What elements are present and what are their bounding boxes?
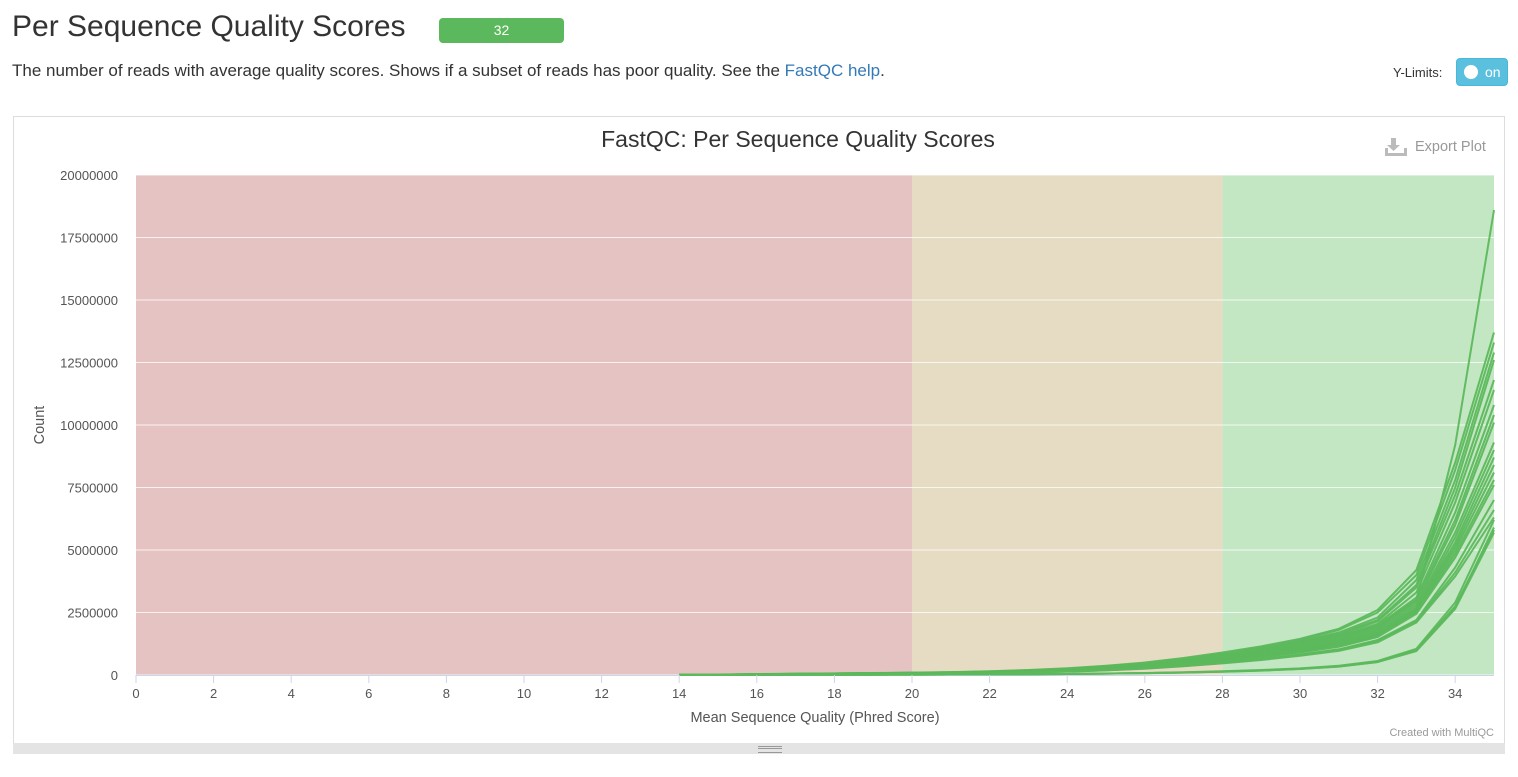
series-line [679,527,1495,676]
section-description: The number of reads with average quality… [12,61,885,81]
x-tick-label: 32 [1370,686,1384,701]
x-tick-label: 16 [750,686,764,701]
chart-svg: 0 2 4 6 8 10 12 14 16 18 20 22 24 26 28 30 32 34 02500000… [32,126,1495,739]
x-tick-label: 10 [517,686,531,701]
grid-lines [136,174,1494,676]
y-tick-label: 2500000 [67,606,118,621]
x-tick-label: 2 [210,686,217,701]
x-tick-label: 4 [288,686,295,701]
y-tick-label: 12500000 [60,356,118,371]
x-tick-label: 28 [1215,686,1229,701]
y-tick-label: 0 [111,668,118,683]
resize-grip-icon [758,746,782,753]
x-tick-label: 14 [672,686,686,701]
y-tick-label: 5000000 [67,543,118,558]
x-tick-label: 34 [1448,686,1462,701]
x-tick-label: 12 [594,686,608,701]
y-tick-labels: 0 2500000 5000000 7500000 10000000 12500000 15… [60,168,118,683]
x-tick-label: 0 [132,686,139,701]
y-tick-label: 20000000 [60,168,118,183]
y-tick-label: 10000000 [60,418,118,433]
fastqc-help-link[interactable]: FastQC help [784,61,881,80]
plot-resize-handle[interactable] [13,743,1505,754]
description-end: . [880,61,885,80]
x-tick-label: 8 [443,686,450,701]
x-tick-label: 18 [827,686,841,701]
section-title: Per Sequence Quality Scores [12,10,406,43]
multiqc-credit: Created with MultiQC [1389,727,1494,739]
toggle-knob [1464,65,1478,79]
download-icon [1385,138,1407,156]
export-plot-label: Export Plot [1415,139,1486,155]
x-tick-labels: 0 2 4 6 8 10 12 14 16 18 20 22 24 26 28 30 32 34 [132,675,1462,701]
plot-container: 0 2 4 6 8 10 12 14 16 18 20 22 24 26 28 30 32 34 0 2500000… [13,116,1505,754]
x-tick-label: 6 [365,686,372,701]
x-tick-label: 24 [1060,686,1074,701]
y-tick-label: 15000000 [60,293,118,308]
y-axis-label: Count [32,406,48,445]
y-limits-toggle[interactable]: on [1456,58,1508,86]
series-lines [679,209,1495,676]
export-plot-button[interactable]: Export Plot [1385,138,1486,156]
x-tick-label: 20 [905,686,919,701]
y-tick-label: 17500000 [60,231,118,246]
status-badge: 32 [439,18,564,43]
x-tick-label: 22 [982,686,996,701]
toggle-state-label: on [1485,64,1501,80]
x-tick-label: 30 [1293,686,1307,701]
x-axis-label: Mean Sequence Quality (Phred Score) [690,710,939,726]
x-tick-label: 26 [1138,686,1152,701]
description-text: The number of reads with average quality… [12,61,785,80]
chart-title: FastQC: Per Sequence Quality Scores [601,126,995,152]
y-tick-label: 7500000 [67,481,118,496]
y-limits-label: Y-Limits: [1393,65,1443,80]
